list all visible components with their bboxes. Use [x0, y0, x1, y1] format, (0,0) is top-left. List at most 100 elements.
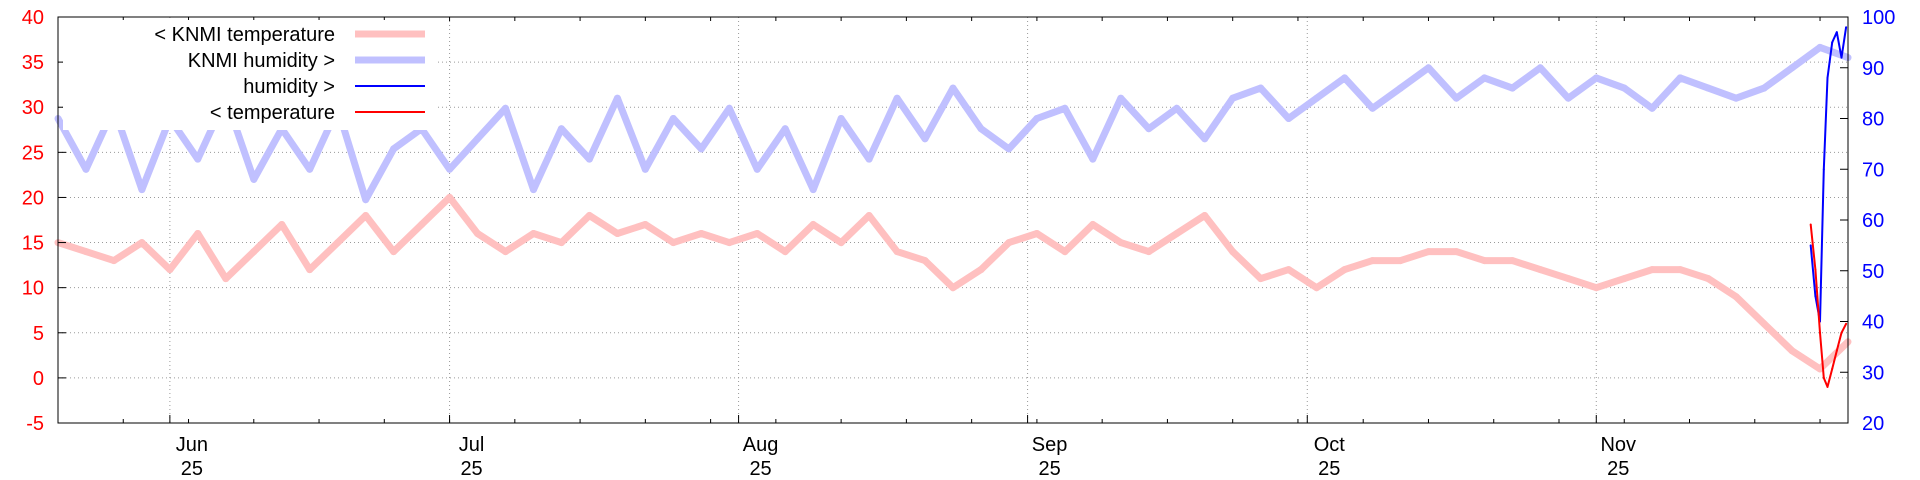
- series-1-point: [1033, 115, 1041, 122]
- left-tick-label: 5: [33, 323, 44, 345]
- series-1-point: [809, 186, 817, 194]
- right-tick-label: 70: [1862, 159, 1884, 181]
- series-0-point: [418, 221, 426, 228]
- left-tick-label: -5: [26, 413, 44, 435]
- series-1-point: [1285, 115, 1293, 122]
- series-0-point: [1201, 212, 1209, 219]
- series-0-point: [809, 221, 817, 228]
- series-2-point: [1814, 295, 1817, 298]
- series-1-point: [1369, 104, 1376, 112]
- series-0-point: [110, 257, 118, 265]
- series-0-point: [1005, 239, 1013, 247]
- series-3-point: [1845, 322, 1848, 325]
- series-1-point: [1564, 94, 1572, 102]
- series-1-point: [82, 165, 90, 173]
- right-tick-label: 20: [1862, 413, 1884, 435]
- legend-label: KNMI humidity >: [188, 50, 335, 72]
- series-0-point: [390, 248, 398, 256]
- right-tick-label: 80: [1862, 109, 1884, 131]
- series-3-point: [1822, 376, 1825, 379]
- series-0-point: [1760, 320, 1768, 328]
- legend-label: humidity >: [243, 76, 335, 98]
- left-axis: 40 35 30 25 20 15 10 5 0 -5: [22, 7, 66, 435]
- series-1-point: [306, 165, 314, 173]
- series-1-point: [1117, 94, 1125, 102]
- series-0-point: [82, 248, 90, 256]
- series-1-point: [194, 155, 202, 163]
- series-0-point: [1480, 257, 1488, 265]
- series-1-point: [390, 145, 398, 153]
- series-0-point: [697, 230, 705, 237]
- series-0-point: [1033, 230, 1041, 237]
- x-tick-label-month: Jul: [459, 434, 485, 456]
- series-0-point: [278, 221, 286, 228]
- series-0-point: [1536, 266, 1544, 274]
- right-tick-label: 60: [1862, 210, 1884, 232]
- series-0-point: [362, 212, 370, 219]
- series-1-point: [1005, 145, 1013, 153]
- right-tick-label: 30: [1862, 362, 1884, 384]
- series-2-point: [1822, 168, 1825, 171]
- left-tick-label: 25: [22, 142, 44, 164]
- series-0-point: [557, 239, 565, 247]
- series-1-point: [725, 104, 733, 112]
- series-1-point: [697, 145, 705, 153]
- series-0-point: [1117, 239, 1125, 247]
- right-tick-label: 50: [1862, 261, 1884, 283]
- series-1-point: [949, 84, 957, 92]
- series-0-point: [613, 230, 621, 237]
- series-1-point: [1313, 94, 1321, 102]
- series-1-point: [1089, 155, 1097, 163]
- right-tick-label: 40: [1862, 312, 1884, 334]
- left-tick-label: 0: [33, 368, 44, 390]
- series-0-point: [1145, 248, 1153, 256]
- series-0-point: [641, 221, 649, 228]
- series-0-point: [1676, 266, 1684, 274]
- series-1-point: [138, 186, 146, 194]
- series-1-point: [837, 115, 845, 122]
- left-tick-label: 10: [22, 278, 44, 300]
- series-1-point: [977, 125, 985, 133]
- series-1-point: [530, 186, 537, 194]
- series-2-point: [1809, 244, 1812, 247]
- series-0-point: [1397, 257, 1404, 265]
- series-0-point: [753, 230, 761, 237]
- series-1-point: [474, 135, 481, 143]
- series-1-point: [1061, 104, 1069, 112]
- series-2-point: [1840, 56, 1843, 59]
- x-tick-label-month: Oct: [1314, 434, 1346, 456]
- series-0-point: [166, 266, 174, 274]
- left-tick-label: 30: [22, 97, 44, 119]
- series-1-point: [1201, 135, 1209, 143]
- series-0-point: [725, 239, 733, 247]
- x-tick-label-year: 25: [181, 458, 203, 480]
- series-1-point: [1592, 74, 1600, 82]
- x-tick-label-month: Sep: [1032, 434, 1068, 456]
- right-tick-label: 100: [1862, 7, 1895, 29]
- series-1-point: [1676, 74, 1684, 82]
- series-0-point: [1257, 275, 1265, 283]
- series-3-point: [1809, 223, 1812, 226]
- series-0-point: [1425, 248, 1432, 256]
- series-1-point: [1341, 74, 1349, 82]
- series-0-point: [222, 275, 230, 283]
- series-0-point: [474, 230, 481, 237]
- x-tick-label-month: Jun: [176, 434, 208, 456]
- series-1-point: [1229, 94, 1237, 102]
- series-1-point: [1704, 84, 1712, 92]
- series-1-point: [1760, 84, 1768, 92]
- series-0-point: [502, 248, 509, 256]
- series-1-point: [921, 135, 929, 143]
- series-1-point: [557, 125, 565, 133]
- x-tick-label-year: 25: [460, 458, 482, 480]
- series-0-point: [1732, 293, 1740, 301]
- series-0-point: [669, 239, 677, 247]
- series-0-point: [893, 248, 901, 256]
- series-1-point: [446, 165, 454, 173]
- series-0-point: [1648, 266, 1656, 274]
- series-1-point: [865, 155, 873, 163]
- series-0-point: [446, 193, 454, 201]
- x-tick-label-year: 25: [1038, 458, 1060, 480]
- series-3-point: [1840, 331, 1843, 334]
- series-0-point: [1061, 248, 1069, 256]
